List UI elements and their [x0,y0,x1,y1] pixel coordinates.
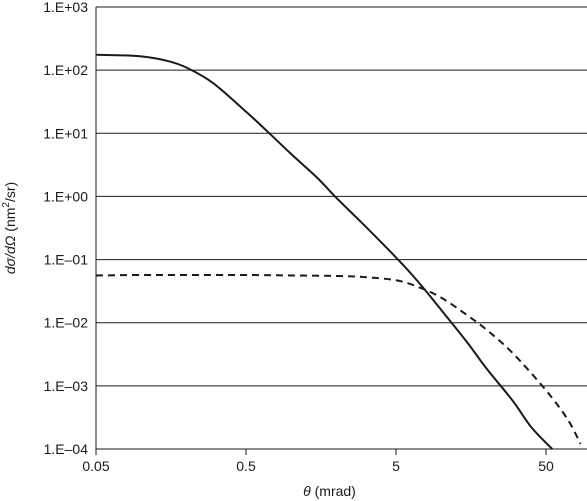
y-axis-title-unit-post: /sr) [2,182,18,202]
x-axis-tick-labels: 0.05 0.5 5 50 [82,458,554,474]
x-tick-label: 0.05 [82,458,109,474]
y-tick-label: 1.E+02 [43,62,88,78]
y-tick-label: 1.E–04 [44,441,89,457]
grid-lines [96,6,587,387]
x-axis-ticks [95,449,547,455]
x-tick-label: 50 [538,458,554,474]
y-tick-label: 1.E+01 [43,125,88,141]
y-axis-tick-labels: 1.E–04 1.E–03 1.E–02 1.E–01 1.E+00 1.E+01 1.E+… [43,0,88,457]
series-layer [95,53,582,450]
solid-series-line [95,53,553,450]
y-axis-title-unit-sup: 2 [1,202,12,208]
y-tick-label: 1.E–03 [44,378,89,394]
y-tick-label: 1.E–01 [44,252,89,268]
x-axis-title-unit: (mrad) [311,483,356,499]
y-tick-label: 1.E+00 [43,188,88,204]
x-axis-title: θ (mrad) [303,483,356,499]
dashed-series-line [95,273,582,445]
y-axis-title-unit-pre: (nm [2,208,18,236]
x-tick-label: 5 [392,458,400,474]
x-axis-title-symbol: θ [303,483,311,499]
y-axis-title-symbol: dσ/dΩ [2,235,18,274]
y-tick-label: 1.E+03 [43,0,88,15]
y-axis-title: dσ/dΩ (nm2/sr) [1,182,18,274]
y-tick-label: 1.E–02 [44,315,89,331]
x-tick-label: 0.5 [236,458,256,474]
